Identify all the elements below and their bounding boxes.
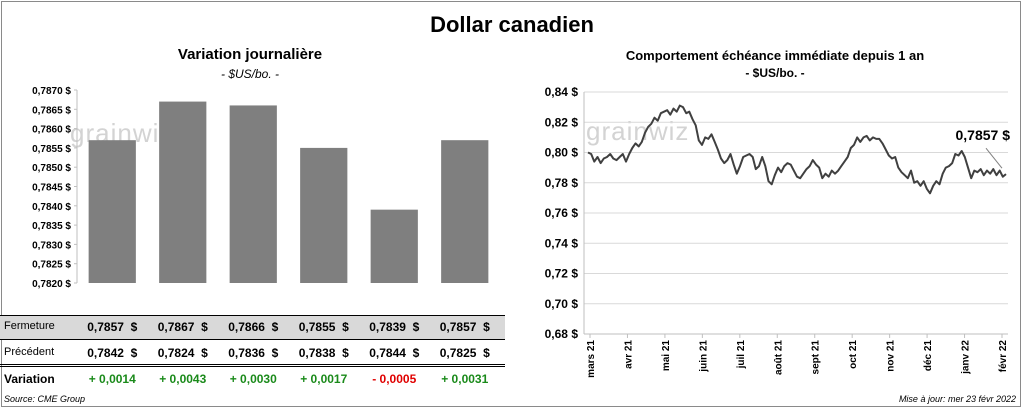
right-x-tick-label: mars 21 bbox=[586, 340, 597, 378]
table-cell: 0,7857 $ bbox=[439, 320, 490, 334]
right-chart-subtitle: - $US/bo. - bbox=[745, 66, 805, 80]
table-cell: 0,7867 $ bbox=[157, 320, 208, 334]
right-x-tick-label: août 21 bbox=[773, 340, 784, 375]
table-row: Fermeture 0,7857 $ 0,7867 $ 0,7866 $ 0,7855 … bbox=[0, 316, 505, 338]
left-y-tick-label: 0,7870 $ bbox=[32, 86, 71, 97]
table-cell: 0,7836 $ bbox=[228, 346, 279, 360]
table-cell: + 0,0017 bbox=[300, 372, 348, 386]
table-cell: 0,7855 $ bbox=[298, 320, 349, 334]
table-divider bbox=[0, 364, 505, 365]
table-row: Précédent 0,7842 $ 0,7824 $ 0,7836 $ 0,7838 … bbox=[0, 342, 505, 364]
right-x-tick-label: févr 22 bbox=[998, 340, 1009, 373]
last-value-leader bbox=[985, 147, 1003, 169]
table-row: Variation + 0,0014 + 0,0043 + 0,0030 + 0,001… bbox=[0, 368, 505, 390]
right-x-tick-label: janv 22 bbox=[961, 340, 972, 375]
left-y-tick-label: 0,7825 $ bbox=[32, 260, 71, 271]
right-watermark: grainwiz bbox=[586, 116, 690, 146]
table-cell: 0,7839 $ bbox=[369, 320, 420, 334]
last-value-label: 0,7857 $ bbox=[956, 127, 1011, 143]
table-cell: 0,7824 $ bbox=[157, 346, 208, 360]
right-x-tick-label: avr 21 bbox=[623, 340, 634, 369]
table-cell: - 0,0005 bbox=[372, 372, 417, 386]
left-bar bbox=[159, 101, 207, 283]
right-y-tick-label: 0,82 $ bbox=[545, 115, 579, 129]
right-x-tick-label: juil 21 bbox=[736, 340, 747, 370]
right-x-tick-label: mai 21 bbox=[661, 340, 672, 372]
left-bar bbox=[88, 140, 136, 283]
right-y-tick-label: 0,76 $ bbox=[545, 206, 579, 220]
left-y-tick-label: 0,7820 $ bbox=[32, 279, 71, 290]
left-y-tick-label: 0,7840 $ bbox=[32, 202, 71, 213]
left-chart-title: Variation journalière bbox=[177, 46, 323, 63]
left-x-label: avr 22 bbox=[164, 298, 202, 299]
price-line bbox=[587, 104, 1007, 195]
table-row-label: Fermeture bbox=[4, 320, 55, 332]
table-divider-2 bbox=[0, 366, 505, 367]
source-note: Source: CME Group bbox=[4, 394, 86, 404]
left-y-tick-label: 0,7830 $ bbox=[32, 240, 71, 251]
right-x-tick-label: oct 21 bbox=[848, 340, 859, 369]
left-bar-chart: 0,7820 $ 0,7825 $ 0,7830 $ 0,7835 $ 0,7840 $… bbox=[32, 86, 489, 299]
right-y-tick-label: 0,80 $ bbox=[545, 146, 579, 160]
left-y-tick-label: 0,7860 $ bbox=[32, 125, 71, 136]
table-cell: + 0,0043 bbox=[159, 372, 207, 386]
right-y-tick-label: 0,72 $ bbox=[545, 267, 579, 281]
left-y-tick-label: 0,7850 $ bbox=[32, 163, 71, 174]
right-y-tick-label: 0,70 $ bbox=[545, 297, 579, 311]
table-cell: 0,7844 $ bbox=[369, 346, 420, 360]
right-x-tick-label: juin 21 bbox=[698, 340, 709, 373]
right-x-tick-label: déc 21 bbox=[923, 340, 934, 372]
right-chart-title: Comportement échéance immédiate depuis 1… bbox=[625, 48, 925, 63]
table-cell: 0,7842 $ bbox=[87, 346, 138, 360]
update-note: Mise à jour: mer 23 févr 2022 bbox=[898, 394, 1016, 404]
left-bar bbox=[370, 209, 418, 283]
table-row-label: Précédent bbox=[4, 346, 55, 358]
left-y-tick-label: 0,7865 $ bbox=[32, 105, 71, 116]
table-cell: 0,7866 $ bbox=[228, 320, 279, 334]
right-line-chart: 0,68 $ 0,70 $ 0,72 $ 0,74 $ 0,76 $ 0,78 $ 0,80… bbox=[545, 85, 1011, 378]
table-cell: + 0,0031 bbox=[441, 372, 489, 386]
left-x-label: juil 22 bbox=[375, 298, 413, 299]
left-x-label: juin 22 bbox=[302, 298, 344, 299]
left-x-label: mai 22 bbox=[233, 298, 273, 299]
table-cell: + 0,0014 bbox=[88, 372, 136, 386]
right-y-tick-label: 0,74 $ bbox=[545, 236, 579, 250]
right-y-tick-label: 0,78 $ bbox=[545, 176, 579, 190]
table-cell: 0,7857 $ bbox=[87, 320, 138, 334]
right-y-tick-label: 0,84 $ bbox=[545, 85, 579, 99]
left-x-label: mars 22 bbox=[88, 298, 137, 299]
table-row-closing-bg bbox=[0, 315, 505, 340]
left-bar bbox=[300, 147, 348, 283]
main-title: Dollar canadien bbox=[430, 12, 594, 37]
left-bar bbox=[441, 140, 489, 283]
table-cell: 0,7838 $ bbox=[298, 346, 349, 360]
left-chart-subtitle: - $US/bo. - bbox=[220, 67, 280, 81]
right-y-tick-label: 0,68 $ bbox=[545, 327, 579, 341]
left-y-tick-label: 0,7855 $ bbox=[32, 144, 71, 155]
left-y-tick-label: 0,7835 $ bbox=[32, 221, 71, 232]
table-row-label: Variation bbox=[4, 372, 55, 386]
left-x-label: sept 22 bbox=[442, 298, 487, 299]
left-bar bbox=[229, 105, 277, 283]
table-cell: + 0,0030 bbox=[229, 372, 277, 386]
right-x-tick-label: nov 21 bbox=[886, 340, 897, 372]
right-x-tick-label: sept 21 bbox=[811, 340, 822, 375]
left-y-tick-label: 0,7845 $ bbox=[32, 183, 71, 194]
table-cell: 0,7825 $ bbox=[439, 346, 490, 360]
